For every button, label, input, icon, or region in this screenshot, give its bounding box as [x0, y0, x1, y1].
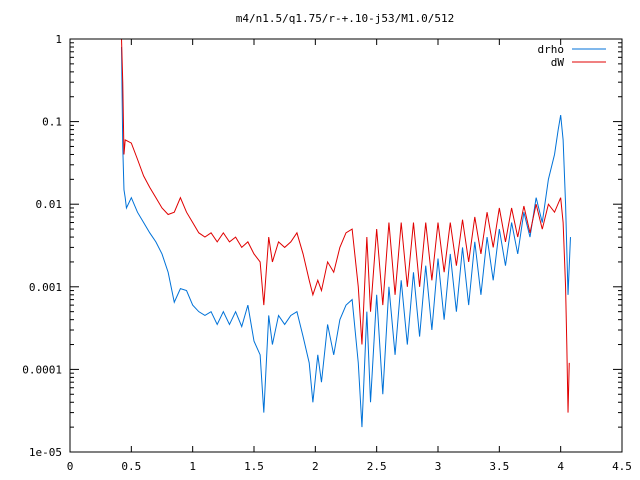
- x-tick-label: 2.5: [367, 460, 387, 473]
- y-tick-label: 1e-05: [29, 446, 62, 459]
- legend-label-drho: drho: [538, 43, 565, 56]
- x-tick-label: 3.5: [489, 460, 509, 473]
- x-tick-label: 0: [67, 460, 74, 473]
- series-line-drho: [121, 46, 571, 428]
- legend: drho dW: [538, 43, 606, 69]
- x-tick-label: 2: [312, 460, 319, 473]
- chart-title: m4/n1.5/q1.75/r-+.10-j53/M1.0/512: [236, 12, 455, 25]
- x-tick-label: 4.5: [612, 460, 632, 473]
- y-tick-label: 1: [55, 33, 62, 46]
- y-tick-label: 0.0001: [22, 363, 62, 376]
- series-layer: [121, 38, 571, 428]
- x-tick-label: 4: [557, 460, 564, 473]
- x-tick-label: 0.5: [121, 460, 141, 473]
- x-tick-label: 3: [435, 460, 442, 473]
- y-tick-label: 0.01: [36, 198, 63, 211]
- axis-layer: 0 0.5 1 1.5 2 2.5 3 3.5 4 4.5 1 0.1 0.01 0.001 0.0001 1…: [22, 33, 632, 473]
- series-line-dw: [121, 38, 570, 413]
- y-tick-label: 0.001: [29, 281, 62, 294]
- y-tick-label: 0.1: [42, 116, 62, 129]
- x-tick-label: 1: [189, 460, 196, 473]
- plot-frame: [69, 38, 623, 453]
- x-tick-label: 1.5: [244, 460, 264, 473]
- legend-label-dw: dW: [551, 56, 565, 69]
